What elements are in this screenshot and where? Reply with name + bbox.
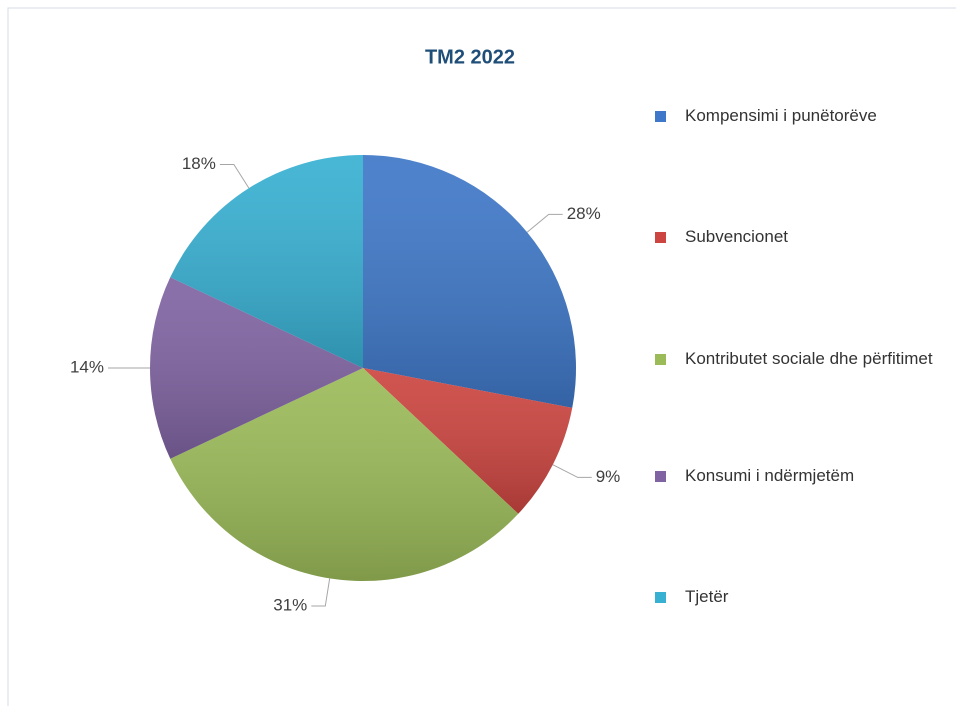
slice-shade: [363, 368, 573, 514]
legend-swatch: [655, 471, 666, 482]
data-label: 28%: [567, 204, 601, 223]
data-label: 14%: [70, 357, 104, 376]
leader-line: [526, 213, 563, 233]
data-label: 31%: [273, 596, 307, 615]
frame: [7, 7, 956, 706]
legend-label: Kontributet sociale dhe përfitimet: [685, 349, 933, 368]
legend-item: Kompensimi i punëtorëve: [655, 102, 945, 130]
slice-shade: [363, 155, 576, 408]
legend-item: Subvencionet: [655, 223, 945, 251]
leader-line: [219, 164, 250, 189]
legend-item: Kontributet sociale dhe përfitimet: [655, 345, 945, 373]
legend-label: Konsumi i ndërmjetëm: [685, 466, 855, 485]
legend-label: Kompensimi i punëtorëve: [685, 106, 877, 125]
slice-shade: [170, 155, 363, 368]
slice-shade: [150, 277, 363, 459]
chart-title: TM2 2022: [425, 46, 515, 68]
slice-shade: [170, 368, 519, 581]
legend-swatch: [655, 592, 666, 603]
data-label: 9%: [596, 467, 621, 486]
legend-item: Konsumi i ndërmjetëm: [655, 462, 945, 490]
legend-item: Tjetër: [655, 583, 945, 611]
legend-label: Tjetër: [685, 587, 729, 606]
data-label: 18%: [182, 154, 216, 173]
legend-swatch: [655, 354, 666, 365]
leader-line: [552, 464, 592, 478]
leader-line: [311, 578, 331, 607]
legend-swatch: [655, 232, 666, 243]
legend-label: Subvencionet: [685, 227, 789, 246]
legend-swatch: [655, 111, 666, 122]
